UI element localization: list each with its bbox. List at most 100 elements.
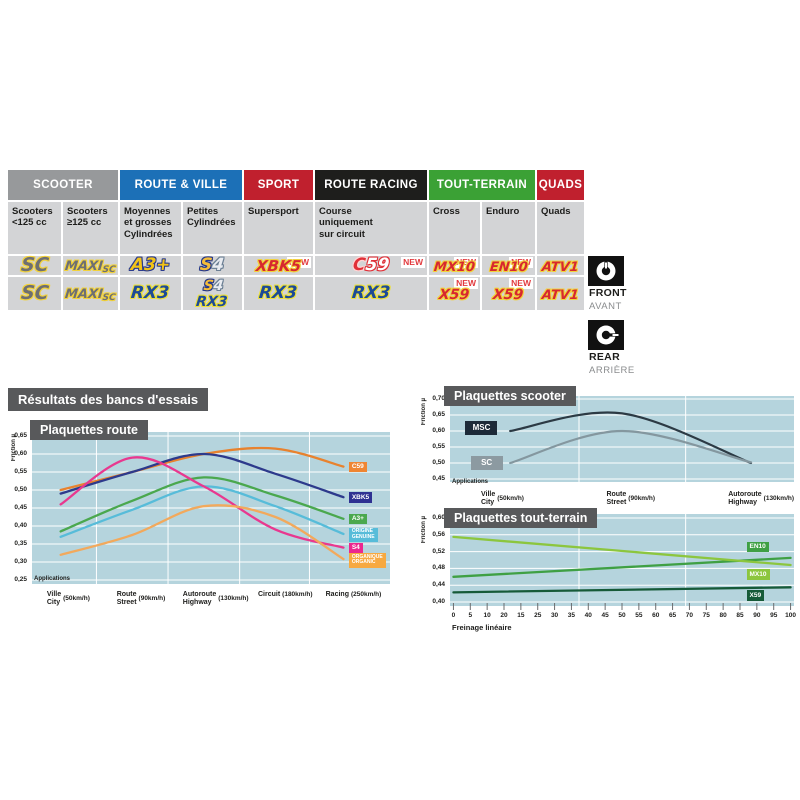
series-label-xbk5: XBK5 [348, 492, 373, 503]
product-cell-atv1-front: ATV1 [537, 256, 584, 276]
chart-route: Plaquettes route 0,65 0,60 0,55 0,50 0,45 0,4… [8, 418, 408, 633]
table-group-scooter: SCOOTER [8, 170, 118, 200]
table-group-quads: QUADS [537, 170, 584, 200]
product-cell-sc-rear: SC [8, 277, 61, 310]
table-group-route-racing: ROUTE RACING [315, 170, 427, 200]
series-label-a3: A3+ [348, 513, 367, 525]
x-tick-label: 35 [567, 612, 576, 619]
x-category-ville: Ville City (50km/h) [46, 591, 90, 606]
plot-area-scooter [450, 396, 794, 482]
product-table: SCOOTER ROUTE & VILLE SPORT ROUTE RACING TOU… [8, 170, 586, 311]
chart-scooter-title: Plaquettes scooter [444, 386, 576, 406]
x-tick-label: 90 [753, 612, 761, 619]
y-axis-title: Friction µ [11, 434, 17, 462]
logo-s4-rx3: S4 RX3 [195, 278, 229, 311]
x-tick-label: 10 [483, 612, 491, 619]
x-category-ville: Ville City (50km/h) [480, 491, 524, 506]
plot-area-route [32, 432, 390, 584]
table-group-sport: SPORT [244, 170, 313, 200]
product-cell-maxi-sc-rear: MAXISC [63, 277, 118, 310]
logo-maxi-sc: MAXISC [64, 258, 117, 275]
product-cell-xbk5-front: NEW XBK5 [244, 256, 313, 276]
x-tick-label: 95 [770, 612, 778, 619]
x-axis-title: Freinage linéaire [452, 623, 512, 632]
x-category-route: Route Street (90km/h) [116, 591, 166, 606]
x-tick-label: 75 [702, 612, 710, 619]
series-label-msc: MSC [465, 420, 498, 435]
column-header-supersport: Supersport [244, 202, 313, 254]
chart-scooter: Plaquettes scooter 0,70 0,65 0,60 0,55 0,50 0… [418, 386, 798, 512]
avant-label: AVANT [589, 301, 622, 312]
brake-disc-rear-icon [588, 320, 624, 350]
x-category-circuit: Circuit (180km/h) [257, 591, 313, 599]
x-tick-label: 100 [785, 612, 796, 619]
logo-maxi-sc: MAXISC [64, 286, 117, 303]
product-cell-c59-front: NEW C59 [315, 255, 427, 276]
chart-tout-terrain: Plaquettes tout-terrain 0,60 0,56 0,52 0,48… [418, 506, 798, 636]
new-badge: NEW [454, 278, 478, 290]
y-tick-label: 0,55 [432, 443, 445, 450]
column-header-enduro: Enduro [482, 202, 535, 254]
product-cell-rx3-rear: RX3 [244, 277, 313, 310]
x-tick-label: 80 [719, 612, 727, 619]
product-cell-x59-rear: NEW X59 [429, 277, 480, 310]
logo-x59: X59 [438, 286, 471, 303]
column-header-petites: Petites Cylindrées [183, 202, 242, 254]
product-cell-x59-rear: NEW X59 [482, 277, 535, 310]
y-tick-label: 0,48 [432, 564, 445, 572]
logo-atv1: ATV1 [541, 287, 580, 303]
x-tick-label: 55 [635, 612, 643, 619]
y-tick-label: 0,40 [14, 522, 27, 529]
series-label-origine: ORIGINE GENUINE [348, 527, 378, 543]
column-header-quads: Quads [537, 202, 584, 254]
product-cell-mx10-front: NEW MX10 [429, 256, 480, 276]
series-label-sc: SC [470, 455, 503, 470]
product-cell-s4-front: S4 [183, 255, 242, 276]
series-label-organique: ORGANIQUE ORGANIC [348, 553, 386, 568]
product-cell-rx3-rear: RX3 [315, 277, 427, 310]
logo-s4: S4 [199, 255, 226, 276]
series-label-x59: X59 [746, 590, 765, 601]
table-group-route-ville: ROUTE & VILLE [120, 170, 242, 200]
y-tick-label: 0,56 [432, 530, 445, 538]
new-badge: NEW [287, 257, 311, 268]
x-tick-label: 65 [668, 612, 677, 619]
logo-sc: SC [19, 254, 50, 276]
x-tick-label: 25 [534, 612, 542, 619]
logo-rx3: RX3 [130, 283, 171, 304]
x-tick-label: 20 [500, 612, 508, 619]
results-heading: Résultats des bancs d'essais [8, 388, 209, 411]
x-category-racing: Racing (250km/h) [325, 591, 382, 599]
x-tick-label: 45 [601, 612, 609, 619]
y-tick-label: 0,60 [432, 514, 445, 521]
arriere-label: ARRIÈRE [589, 365, 635, 376]
y-tick-label: 0,45 [432, 475, 445, 482]
product-cell-s4-rx3-rear: S4 RX3 [183, 277, 242, 311]
column-header-course: Course uniquement sur circuit [315, 202, 427, 254]
y-tick-label: 0,65 [14, 432, 27, 439]
x-tick-label: 0 [451, 612, 456, 619]
series-label-c59: C59 [348, 461, 367, 473]
plot-area-tt [450, 514, 794, 610]
y-tick-label: 0,65 [432, 411, 445, 418]
table-group-tout-terrain: TOUT-TERRAIN [429, 170, 535, 200]
y-tick-label: 0,70 [432, 395, 445, 402]
new-badge: NEW [509, 257, 533, 268]
x-tick-label: 5 [468, 612, 473, 619]
x-category-route: Route Street (90km/h) [606, 491, 656, 506]
x-tick-label: 15 [517, 612, 525, 619]
logo-atv1: ATV1 [541, 259, 580, 275]
new-badge: NEW [509, 278, 533, 290]
logo-sc: SC [19, 282, 50, 304]
product-cell-maxi-sc-front: MAXISC [63, 256, 118, 276]
x-tick-label: 50 [618, 612, 626, 619]
column-header-scooters: Scooters ≥125 cc [63, 202, 118, 254]
rear-label: REAR [589, 351, 620, 363]
chart-tout-terrain-title: Plaquettes tout-terrain [444, 508, 598, 528]
series-label-mx10: MX10 [746, 569, 770, 580]
new-badge: NEW [401, 257, 425, 268]
y-axis-title: Friction µ [421, 516, 427, 544]
chart-route-title: Plaquettes route [30, 420, 148, 440]
x-category-autoroute: Autoroute Highway (130km/h) [182, 591, 249, 606]
series-label-en10: EN10 [746, 541, 769, 553]
